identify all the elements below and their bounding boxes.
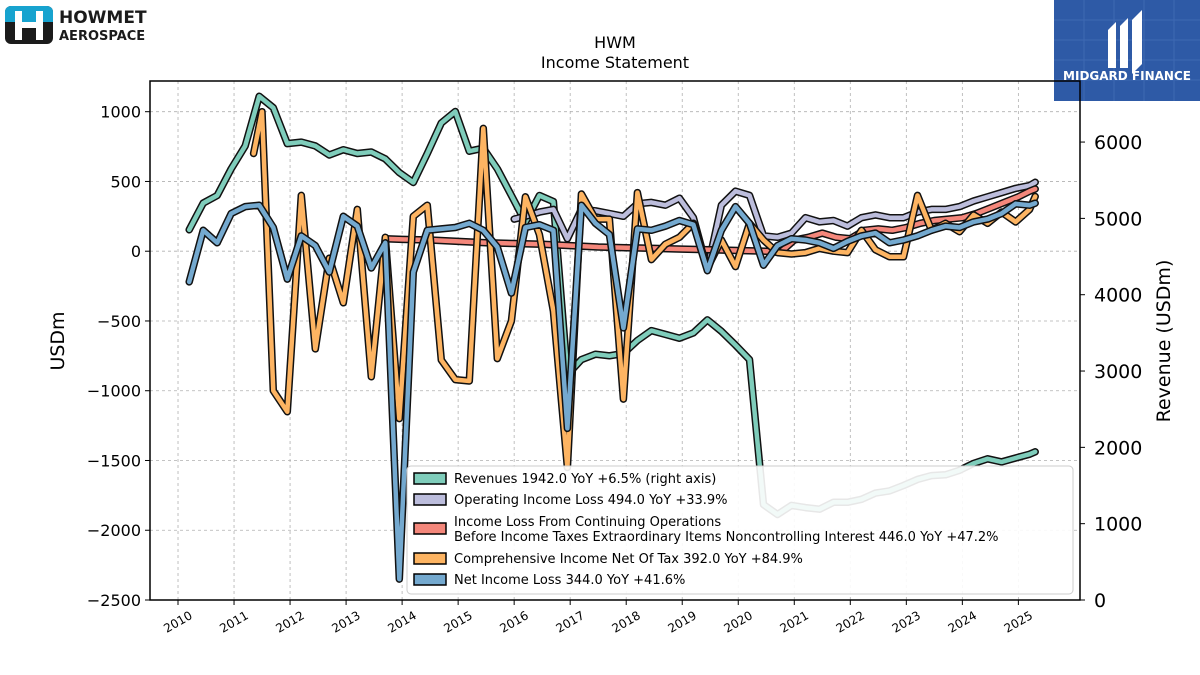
chart-subtitle: Income Statement bbox=[541, 53, 689, 72]
x-tick-label: 2025 bbox=[1002, 608, 1035, 635]
x-tick-label: 2015 bbox=[441, 608, 474, 635]
operating-income-line-stroke bbox=[511, 180, 1038, 272]
net-income-line bbox=[185, 199, 1039, 583]
y-tick-label: −1000 bbox=[87, 382, 141, 401]
legend-label-operating-income: Operating Income Loss 494.0 YoY +33.9% bbox=[454, 493, 728, 508]
x-tick-label: 2010 bbox=[161, 608, 194, 635]
x-tick-label: 2014 bbox=[385, 608, 418, 635]
x-tick-label: 2023 bbox=[890, 608, 923, 635]
legend-swatch-comprehensive-income bbox=[413, 552, 447, 565]
revenues-line-stroke bbox=[186, 94, 1038, 517]
comprehensive-income-line bbox=[249, 107, 1039, 472]
y-tick-label: 500 bbox=[110, 172, 141, 191]
x-tick-label: 2021 bbox=[778, 608, 811, 635]
legend-label-pretax-income-line1: Income Loss From Continuing Operations bbox=[454, 515, 721, 530]
plot-frame bbox=[149, 80, 1081, 601]
operating-income-line bbox=[510, 178, 1039, 274]
y-tick-label: 1000 bbox=[100, 103, 141, 122]
x-tick-label: 2020 bbox=[722, 608, 755, 635]
right-y-tick-label: 2000 bbox=[1094, 437, 1142, 459]
x-tick-label: 2011 bbox=[217, 608, 250, 635]
publisher-name: MIDGARD FINANCE bbox=[1063, 69, 1191, 83]
right-y-tick-label: 1000 bbox=[1094, 514, 1142, 536]
x-tick-label: 2013 bbox=[329, 608, 362, 635]
midgard-finance-badge: MIDGARD FINANCE bbox=[1054, 0, 1200, 101]
legend-swatch-revenues bbox=[413, 472, 447, 485]
net-income-line-stroke bbox=[186, 200, 1038, 582]
x-tick-label: 2016 bbox=[497, 608, 530, 635]
legend-label-net-income: Net Income Loss 344.0 YoY +41.6% bbox=[454, 573, 685, 588]
legend-label-comprehensive-income: Comprehensive Income Net Of Tax 392.0 Yo… bbox=[454, 552, 803, 567]
comprehensive-income-line-outline bbox=[249, 107, 1039, 472]
right-y-tick-label: 0 bbox=[1094, 590, 1106, 612]
right-y-tick-label: 6000 bbox=[1094, 132, 1142, 154]
x-tick-label: 2024 bbox=[946, 608, 979, 635]
right-y-axis-label: Revenue (USDm) bbox=[1153, 260, 1175, 423]
midgard-emblem-icon bbox=[1108, 10, 1142, 74]
revenues-line bbox=[185, 92, 1039, 519]
x-tick-label: 2012 bbox=[273, 608, 306, 635]
y-tick-label: −1500 bbox=[87, 451, 141, 470]
howmet-logo: HOWMET AEROSPACE bbox=[5, 6, 175, 46]
legend-swatch-net-income bbox=[413, 573, 447, 586]
y-tick-label: −500 bbox=[97, 312, 141, 331]
company-name-line2: AEROSPACE bbox=[59, 29, 145, 44]
x-tick-label: 2019 bbox=[666, 608, 699, 635]
company-name-line1: HOWMET bbox=[59, 8, 147, 28]
comprehensive-income-line-stroke bbox=[251, 109, 1038, 470]
right-y-tick-label: 5000 bbox=[1094, 208, 1142, 230]
legend-label-revenues: Revenues 1942.0 YoY +6.5% (right axis) bbox=[454, 472, 716, 487]
y-axis-label: USDm bbox=[47, 311, 69, 370]
y-tick-label: −2500 bbox=[87, 591, 141, 610]
legend-label-pretax-income-line2: Before Income Taxes Extraordinary Items … bbox=[454, 530, 999, 545]
legend-swatch-pretax-income bbox=[413, 522, 447, 535]
x-tick-label: 2018 bbox=[609, 608, 642, 635]
x-tick-label: 2022 bbox=[834, 608, 867, 635]
legend: Revenues 1942.0 YoY +6.5% (right axis) O… bbox=[406, 465, 1074, 595]
right-y-tick-label: 3000 bbox=[1094, 361, 1142, 383]
chart-title: HWM bbox=[594, 33, 636, 52]
revenues-line-outline bbox=[185, 92, 1039, 519]
legend-swatch-operating-income bbox=[413, 493, 447, 506]
x-tick-label: 2017 bbox=[553, 608, 586, 635]
y-tick-label: 0 bbox=[131, 242, 141, 261]
y-tick-label: −2000 bbox=[87, 521, 141, 540]
right-y-tick-label: 4000 bbox=[1094, 285, 1142, 307]
